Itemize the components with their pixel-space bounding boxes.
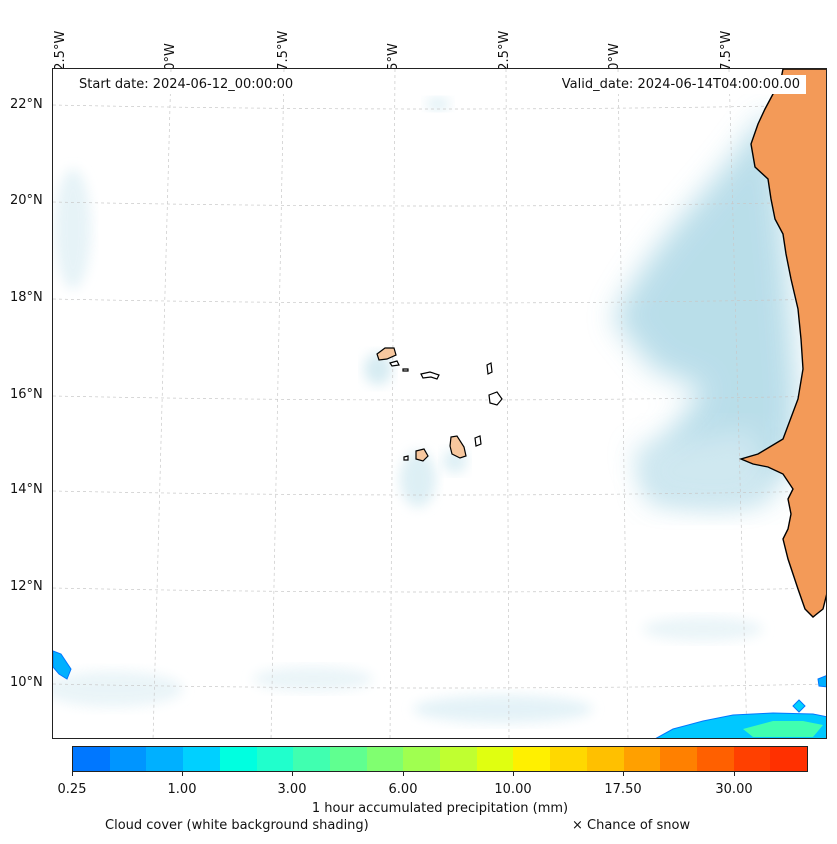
colorbar-segment-11 <box>476 747 514 771</box>
lat-label-10n: 10°N <box>10 675 43 690</box>
precip-south-core <box>743 721 823 737</box>
colorbar-segment-4 <box>219 747 257 771</box>
cloud-top <box>426 98 450 110</box>
lat-label-16n: 16°N <box>10 387 43 402</box>
cloud-southwest <box>53 671 183 707</box>
colorbar-segment-12 <box>513 747 551 771</box>
graticule-lat-16n <box>53 395 826 401</box>
colorbar-segment-3 <box>183 747 220 771</box>
colorbar-segment-13 <box>550 747 587 771</box>
island-maio <box>474 435 482 447</box>
lat-label-20n: 20°N <box>10 193 43 208</box>
cloud-island-2 <box>400 451 436 507</box>
colorbar-segment-10 <box>440 747 477 771</box>
precip-southeast-cell <box>792 699 806 713</box>
lat-label-14n: 14°N <box>10 482 43 497</box>
start-date-label: Start date: 2024-06-12_00:00:00 <box>73 75 300 94</box>
colorbar-tick-label-4: 10.00 <box>494 782 532 797</box>
cloud-south-2 <box>413 695 593 723</box>
graticule-lon-25w <box>389 69 396 738</box>
africa-land <box>738 69 826 618</box>
colorbar-tick-0 <box>72 772 73 776</box>
cloud-band-main <box>613 109 798 499</box>
colorbar-segment-8 <box>366 747 404 771</box>
cloud-south-1 <box>253 667 373 691</box>
graticule-lon-27-5w <box>270 69 285 738</box>
colorbar-segment-2 <box>146 747 184 771</box>
colorbar-segment-18 <box>733 747 771 771</box>
graticule-lon-30w <box>152 69 172 738</box>
graticule <box>53 69 826 738</box>
cloud-cover-legend: Cloud cover (white background shading) <box>105 818 369 833</box>
graticule-lon-20w <box>617 69 629 738</box>
precipitation-colorbar <box>72 746 808 772</box>
land-layer <box>376 69 826 618</box>
island-sao-nicolau <box>420 371 440 380</box>
graticule-lat-20n <box>53 201 826 207</box>
cloud-cover-layer <box>53 98 798 723</box>
colorbar-tick-label-3: 6.00 <box>388 782 418 797</box>
lat-label-12n: 12°N <box>10 579 43 594</box>
colorbar-tick-5 <box>623 772 624 776</box>
colorbar-segment-14 <box>586 747 624 771</box>
cloud-band-south <box>633 429 773 509</box>
colorbar-tick-1 <box>182 772 183 776</box>
precip-east-edge <box>817 675 826 688</box>
map-svg <box>53 69 826 738</box>
graticule-lon-17-5w <box>728 69 748 738</box>
cloud-island-1 <box>364 353 392 385</box>
colorbar-tick-3 <box>403 772 404 776</box>
colorbar-tick-label-5: 17.50 <box>604 782 642 797</box>
island-sal <box>486 362 493 375</box>
graticule-lat-12n <box>53 587 826 593</box>
cloud-southeast <box>643 617 763 641</box>
island-santa-luzia <box>402 368 409 372</box>
lat-label-22n: 22°N <box>10 97 43 112</box>
colorbar-tick-label-6: 30.00 <box>715 782 753 797</box>
colorbar-tick-label-2: 3.00 <box>277 782 307 797</box>
cloud-west <box>55 169 91 289</box>
colorbar-segment-7 <box>329 747 367 771</box>
graticule-lat-18n <box>53 298 826 304</box>
colorbar-segment-1 <box>109 747 147 771</box>
colorbar-tick-6 <box>734 772 735 776</box>
colorbar-segment-15 <box>623 747 661 771</box>
colorbar-segment-0 <box>73 747 110 771</box>
colorbar-segment-19 <box>770 747 808 771</box>
colorbar-segment-17 <box>696 747 734 771</box>
map-panel: Start date: 2024-06-12_00:00:00 Valid_da… <box>52 68 827 739</box>
precip-west-edge <box>53 650 72 680</box>
colorbar-segment-9 <box>403 747 441 771</box>
island-boa-vista <box>488 391 503 406</box>
island-sao-vicente <box>389 360 400 367</box>
graticule-lat-22n <box>53 104 826 110</box>
colorbar-tick-4 <box>513 772 514 776</box>
island-santiago <box>449 435 467 459</box>
colorbar-title: 1 hour accumulated precipitation (mm) <box>311 801 569 816</box>
graticule-lat-14n <box>53 490 826 496</box>
graticule-lat-10n <box>53 683 826 689</box>
island-fogo <box>415 448 429 462</box>
island-santo-antao <box>376 347 397 361</box>
colorbar-tick-label-0: 0.25 <box>57 782 87 797</box>
valid-date-label: Valid_date: 2024-06-14T04:00:00.00 <box>555 75 806 94</box>
island-brava <box>403 455 409 461</box>
precipitation-layer <box>53 650 826 738</box>
colorbar-segment-16 <box>660 747 697 771</box>
snow-legend: × Chance of snow <box>572 818 691 833</box>
graticule-lon-22-5w <box>505 69 510 738</box>
colorbar-tick-label-1: 1.00 <box>167 782 197 797</box>
colorbar-segment-5 <box>256 747 294 771</box>
lat-label-18n: 18°N <box>10 290 43 305</box>
colorbar-tick-2 <box>292 772 293 776</box>
colorbar-segment-6 <box>293 747 330 771</box>
